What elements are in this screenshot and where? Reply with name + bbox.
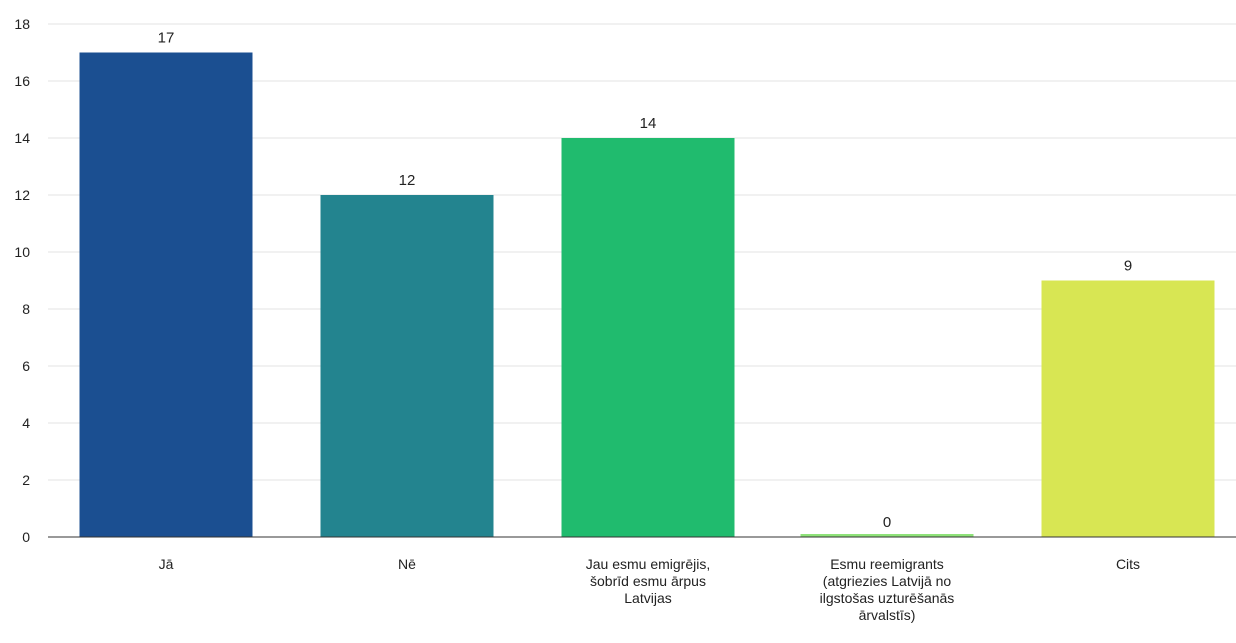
y-axis-ticks: 0 2 4 6 8 10 12 14 16 18 (14, 16, 30, 545)
y-tick-label: 12 (14, 187, 30, 203)
x-axis-ticks: Jā Nē Jau esmu emigrējis, šobrīd esmu ārpus… (159, 556, 1140, 623)
y-tick-label: 6 (22, 358, 30, 374)
value-labels: 17 12 14 0 9 (158, 30, 1133, 532)
bar-value-label: 0 (883, 514, 891, 531)
bar (79, 52, 253, 537)
bars (79, 52, 1215, 537)
x-tick-label: Esmu reemigrants (atgriezies Latvijā no il… (820, 556, 955, 623)
y-tick-label: 16 (14, 73, 30, 89)
bar-value-label: 9 (1124, 258, 1132, 275)
bar-value-label: 14 (640, 115, 657, 132)
bar (561, 138, 735, 537)
y-tick-label: 18 (14, 16, 30, 32)
bar (320, 195, 494, 537)
bar (1041, 280, 1215, 537)
bar (800, 534, 974, 537)
bar-value-label: 17 (158, 30, 175, 47)
y-tick-label: 14 (14, 130, 30, 146)
y-tick-label: 4 (22, 415, 30, 431)
y-tick-label: 2 (22, 472, 30, 488)
y-tick-label: 8 (22, 301, 30, 317)
y-tick-label: 10 (14, 244, 30, 260)
x-tick-label: Nē (398, 556, 416, 572)
bar-value-label: 12 (399, 172, 416, 189)
x-tick-label: Jā (159, 556, 174, 572)
y-tick-label: 0 (22, 529, 30, 545)
x-tick-label: Cits (1116, 556, 1140, 572)
x-tick-label: Jau esmu emigrējis, šobrīd esmu ārpus Latv… (586, 556, 711, 606)
